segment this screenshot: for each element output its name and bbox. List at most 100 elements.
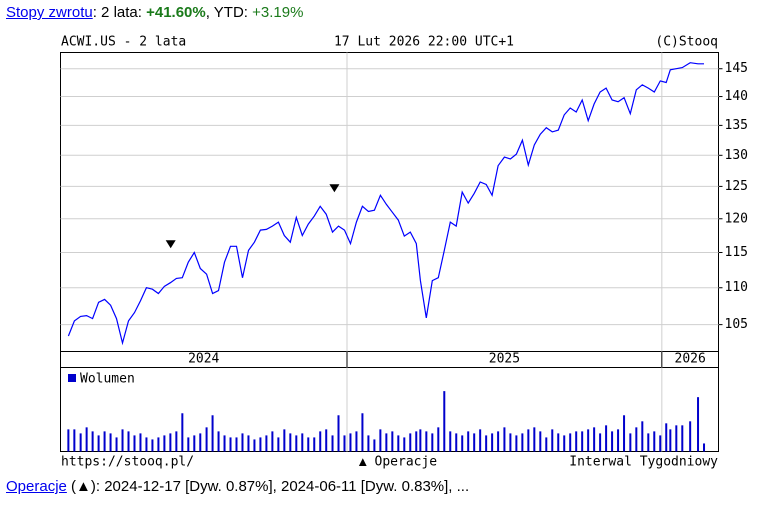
volume-bar — [295, 435, 298, 452]
volume-bar — [67, 429, 70, 452]
volume-bar — [479, 429, 482, 452]
volume-bar — [241, 433, 244, 452]
volume-bar — [681, 425, 684, 452]
volume-bar — [641, 421, 644, 452]
volume-bar — [145, 437, 148, 452]
volume-bar — [449, 431, 452, 452]
volume-bar — [397, 435, 400, 452]
volume-bar — [307, 437, 310, 452]
operations-text: (▲): 2024-12-17 [Dyw. 0.87%], 2024-06-11… — [66, 478, 470, 495]
volume-bar — [521, 433, 524, 452]
volume-bar — [103, 431, 106, 452]
volume-bar — [527, 429, 530, 452]
volume-bar — [539, 431, 542, 452]
volume-bar — [431, 433, 434, 452]
volume-bar — [443, 391, 446, 452]
returns-line: Stopy zwrotu: 2 lata: +41.60%, YTD: +3.1… — [6, 4, 303, 21]
y-tick-label: 105 — [725, 317, 748, 332]
volume-bar — [331, 435, 334, 452]
volume-bar — [205, 427, 208, 452]
volume-bar — [97, 435, 100, 452]
volume-bar — [509, 433, 512, 452]
volume-bar — [497, 431, 500, 452]
operations-label: ▲ Operacje — [359, 455, 437, 470]
volume-bar — [391, 431, 394, 452]
volume-bar — [533, 427, 536, 452]
volume-bar — [419, 429, 422, 452]
volume-bar — [211, 415, 214, 452]
volume-bar — [217, 431, 220, 452]
volume-bar — [283, 429, 286, 452]
returns-link[interactable]: Stopy zwrotu — [6, 4, 93, 21]
volume-bar — [473, 433, 476, 452]
volume-bar — [697, 397, 700, 452]
volume-bar — [193, 435, 196, 452]
volume-bar — [235, 437, 238, 452]
volume-bar — [223, 435, 226, 452]
volume-bar — [121, 429, 124, 452]
volume-bar — [199, 433, 202, 452]
operation-marker — [165, 240, 176, 249]
volume-bar — [319, 431, 322, 452]
volume-bar — [675, 425, 678, 452]
footer-url: https://stooq.pl/ — [61, 455, 194, 470]
volume-bar — [175, 431, 178, 452]
volume-bar — [313, 437, 316, 452]
volume-bar — [337, 415, 340, 452]
volume-bar — [169, 433, 172, 452]
volume-bar — [515, 435, 518, 452]
volume-bar — [367, 435, 370, 452]
volume-bar — [361, 413, 364, 452]
volume-bar — [349, 433, 352, 452]
period: : 2 lata: — [92, 4, 147, 21]
volume-bar — [503, 427, 506, 452]
volume-bar — [373, 439, 376, 452]
volume-bar — [659, 435, 662, 452]
volume-bar — [127, 431, 130, 452]
y-tick-label: 115 — [725, 245, 748, 260]
y-tick-label: 145 — [725, 61, 748, 76]
volume-bar — [355, 431, 358, 452]
operations-link[interactable]: Operacje — [6, 478, 67, 495]
chart-date: 17 Lut 2026 22:00 UTC+1 — [334, 35, 514, 50]
volume-bar — [109, 433, 112, 452]
volume-bar — [703, 443, 706, 452]
volume-bar — [229, 437, 232, 452]
volume-bar — [653, 431, 656, 452]
volume-bar — [575, 431, 578, 452]
volume-bar — [409, 433, 412, 452]
volume-bar — [289, 433, 292, 452]
frame — [60, 52, 719, 452]
interval: Interwal Tygodniowy — [569, 455, 718, 470]
y-tick-label: 135 — [725, 118, 748, 133]
legend-label: Wolumen — [80, 372, 135, 387]
volume-bar — [599, 433, 602, 452]
volume-bar — [593, 427, 596, 452]
volume-bar — [265, 435, 268, 452]
volume-bar — [325, 429, 328, 452]
price-line — [67, 62, 704, 346]
volume-bar — [73, 429, 76, 452]
volume-bar — [385, 433, 388, 452]
volume-bar — [629, 433, 632, 452]
volume-bar — [467, 431, 470, 452]
volume-bar — [461, 435, 464, 452]
volume-bar — [491, 433, 494, 452]
volume-bar — [617, 429, 620, 452]
legend-swatch — [68, 374, 76, 382]
volume-bar — [271, 431, 274, 452]
x-tick-label: 2026 — [675, 352, 706, 367]
volume-bar — [115, 437, 118, 452]
volume-bar — [485, 435, 488, 452]
volume-bar — [181, 413, 184, 452]
copyright: (C)Stooq — [655, 35, 718, 50]
ytd-return: +3.19% — [252, 4, 304, 21]
volume-bar — [163, 435, 166, 452]
volume-bar — [665, 423, 668, 452]
y-tick-label: 130 — [725, 148, 748, 163]
volume-bar — [551, 429, 554, 452]
volume-bar — [379, 429, 382, 452]
volume-bar — [611, 431, 614, 452]
